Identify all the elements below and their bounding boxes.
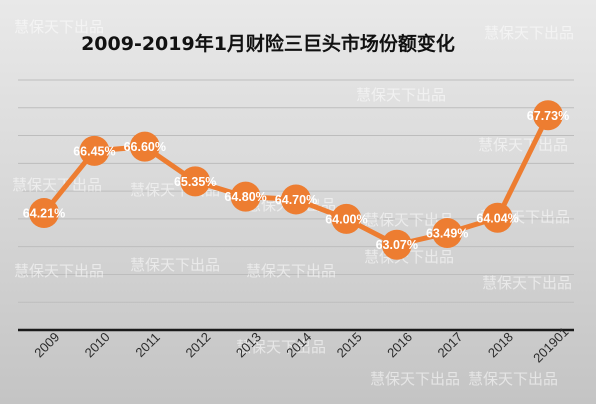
- chart-title: 2009-2019年1月财险三巨头市场份额变化: [81, 32, 455, 55]
- data-point: [230, 181, 261, 212]
- data-markers: [29, 100, 563, 260]
- data-point: [29, 198, 59, 229]
- data-point: [432, 218, 463, 249]
- data-label: 66.45%: [73, 144, 115, 158]
- x-tick-label: 2015: [334, 329, 365, 360]
- watermark-text: 慧保天下出品: [12, 176, 102, 194]
- data-label: 63.07%: [376, 238, 418, 252]
- watermark-text: 慧保天下出品: [482, 274, 572, 292]
- data-point: [281, 184, 311, 215]
- data-label: 64.70%: [275, 193, 317, 207]
- data-label: 64.04%: [476, 211, 518, 225]
- data-label: 64.80%: [224, 190, 266, 204]
- watermark-text: 慧保天下出品: [370, 370, 460, 388]
- data-point: [381, 229, 412, 260]
- data-point: [533, 100, 563, 131]
- data-point: [129, 131, 160, 162]
- watermark-text: 慧保天下出品: [14, 18, 104, 36]
- data-label: 65.35%: [174, 175, 216, 189]
- series-line: [42, 114, 551, 248]
- x-tick-label: 2018: [485, 329, 516, 360]
- data-label: 63.49%: [426, 227, 468, 241]
- data-label: 67.73%: [527, 109, 569, 123]
- watermark-text: 慧保天下出品: [468, 370, 558, 388]
- x-tick-label: 2017: [434, 329, 465, 360]
- data-label: 64.00%: [325, 212, 367, 226]
- watermark-text: 慧保天下出品: [484, 24, 574, 42]
- data-point: [482, 202, 513, 233]
- data-label: 66.60%: [124, 140, 166, 154]
- watermark-text: 慧保天下出品: [14, 262, 104, 280]
- series-line-layer: [42, 114, 551, 248]
- data-label: 64.21%: [23, 207, 65, 221]
- data-point: [180, 166, 211, 197]
- watermark-text: 慧保天下出品: [478, 136, 568, 154]
- watermark-text: 慧保天下出品: [364, 211, 454, 229]
- x-tick-label: 2010: [82, 329, 113, 360]
- x-tick-label: 2011: [132, 330, 162, 360]
- watermark-text: 慧保天下出品: [236, 338, 326, 356]
- watermark-text: 慧保天下出品: [246, 262, 336, 280]
- x-tick-label: 2016: [384, 329, 415, 360]
- data-labels: 64.21% 66.45% 66.60% 65.35% 64.80% 64.70% 64.0…: [23, 109, 569, 252]
- watermark-text: 慧保天下出品: [356, 86, 446, 104]
- data-point: [79, 135, 110, 166]
- data-point: [331, 203, 362, 234]
- x-tick-label: 2009: [31, 329, 62, 360]
- watermark-text: 慧保天下出品: [130, 256, 220, 274]
- x-tick-label: 2012: [182, 329, 213, 360]
